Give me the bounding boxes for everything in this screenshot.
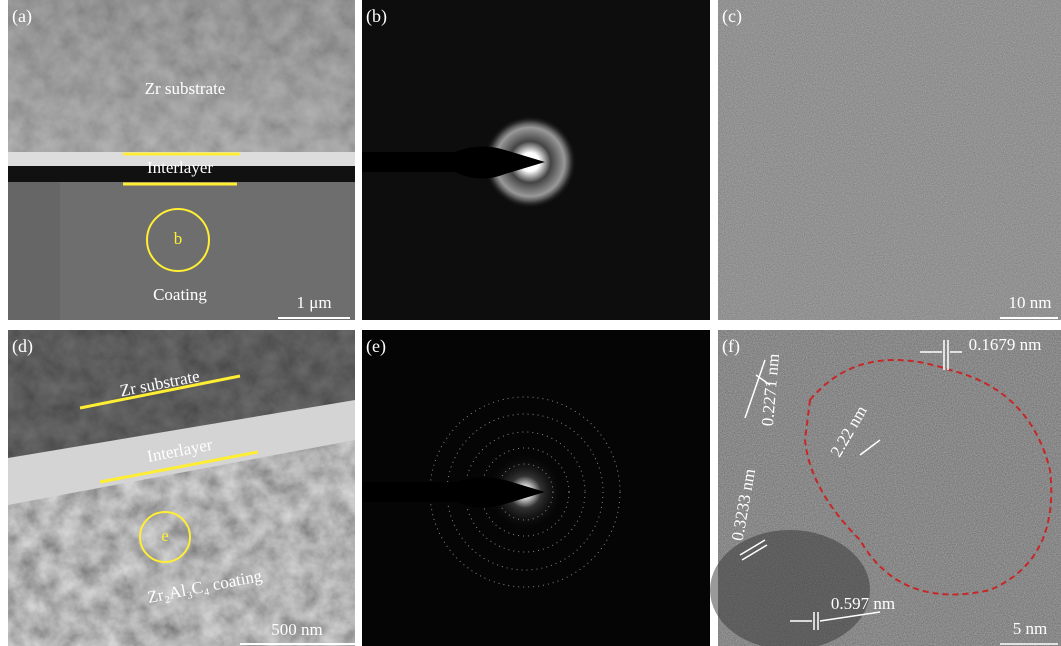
annotation: e [161, 526, 169, 545]
panel-label: (d) [12, 336, 33, 357]
scale-bar: 5 nm [1013, 619, 1047, 638]
figure: (a) Zr substrate Interlayer b Coating 1 … [0, 0, 1061, 646]
panel-f: (f) 0.1679 nm 0.2271 nm 2.22 nm 0.3233 n… [710, 330, 1061, 646]
panel-label: (f) [722, 336, 740, 357]
annotation: Zr substrate [145, 79, 226, 98]
panel-d: (d) Zr substrate Interlayer e Zr₂Al₃C₄ c… [8, 330, 355, 646]
annotation: Coating [153, 285, 207, 304]
panel-label: (e) [366, 336, 386, 357]
panel-label: (a) [12, 6, 32, 27]
annotation: b [174, 229, 183, 248]
scale-bar: 1 μm [296, 293, 331, 312]
scale-bar: 10 nm [1009, 293, 1052, 312]
annotation: 0.1679 nm [969, 335, 1042, 354]
annotation: 0.597 nm [831, 594, 895, 613]
panel-label: (b) [366, 6, 387, 27]
scale-bar: 500 nm [271, 620, 322, 639]
panel-c: (c) 10 nm [718, 0, 1061, 320]
panel-b: (b) [362, 0, 710, 320]
panel-e: (e) [362, 330, 710, 646]
panel-a: (a) Zr substrate Interlayer b Coating 1 … [8, 0, 355, 320]
annotation: Interlayer [147, 158, 213, 177]
panel-label: (c) [722, 6, 742, 27]
